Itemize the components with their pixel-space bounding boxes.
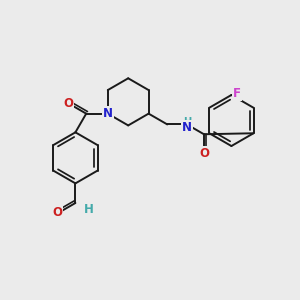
- Text: F: F: [233, 86, 241, 100]
- Text: O: O: [199, 147, 209, 161]
- Text: N: N: [182, 121, 192, 134]
- Text: O: O: [63, 97, 73, 110]
- Text: H: H: [84, 203, 94, 216]
- Text: H: H: [183, 118, 191, 128]
- Text: O: O: [52, 206, 62, 219]
- Text: N: N: [103, 107, 113, 120]
